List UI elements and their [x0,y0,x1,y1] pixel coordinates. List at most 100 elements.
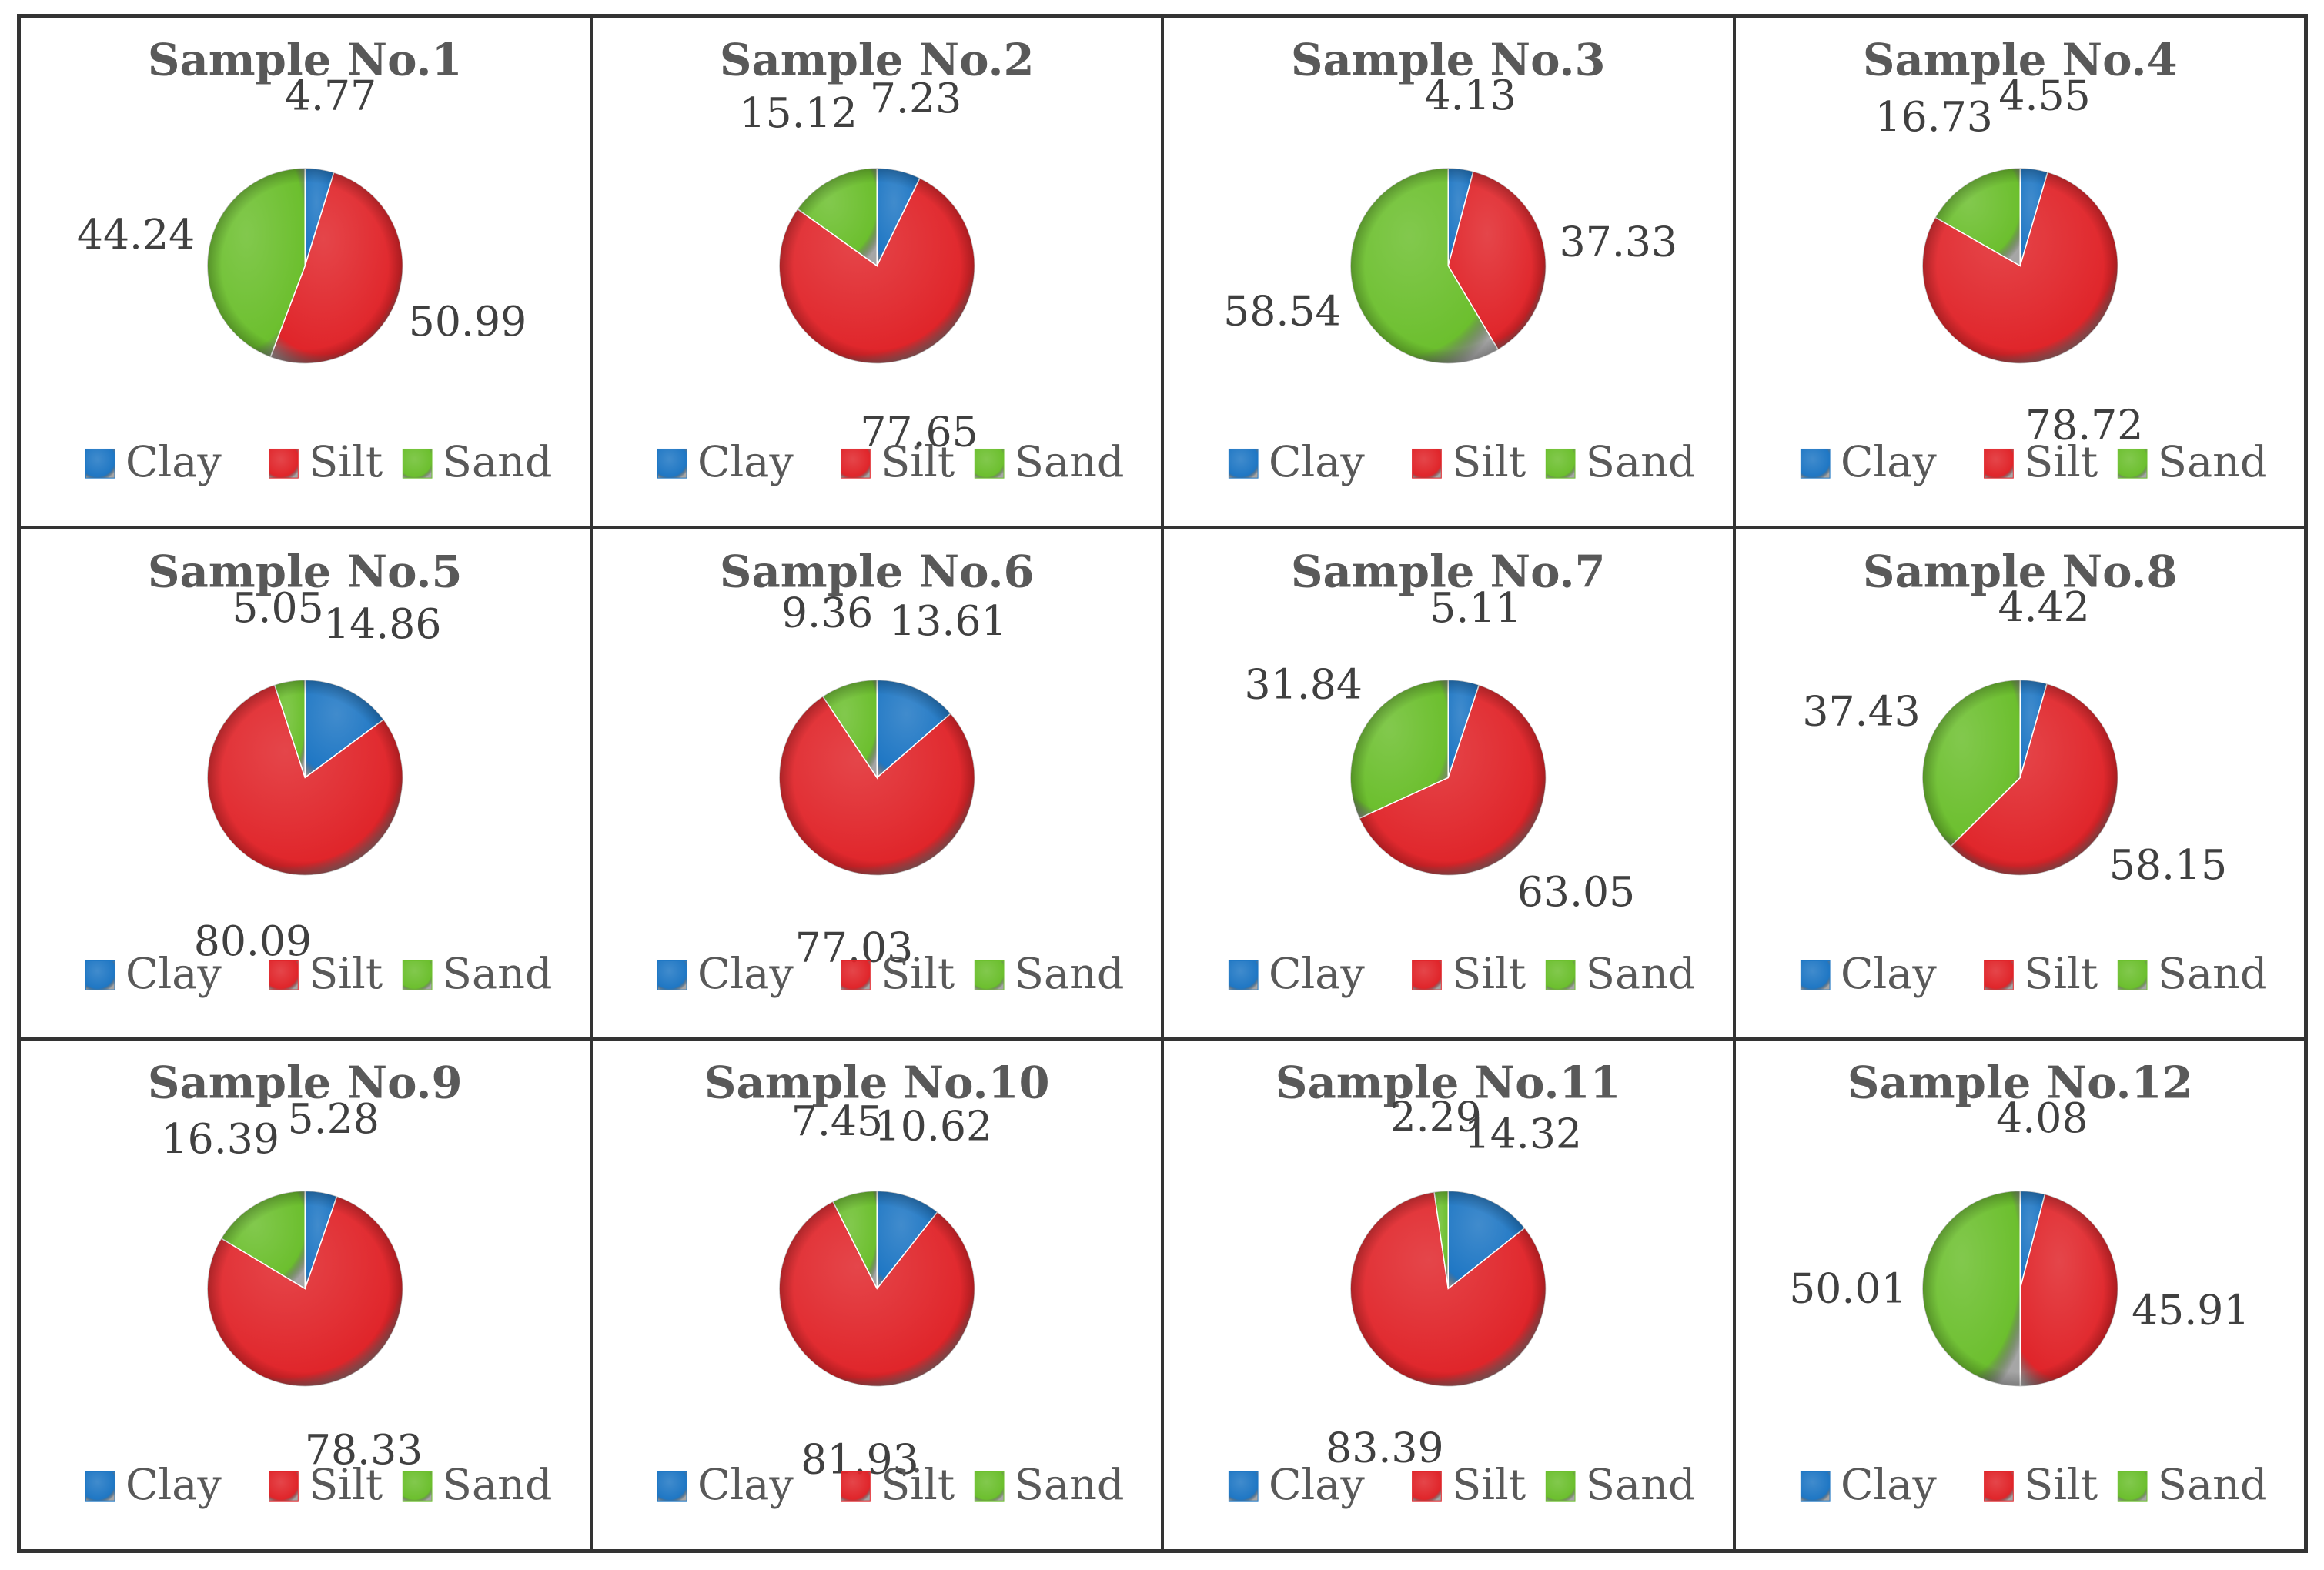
chart-title: Sample No.2 [719,33,1034,85]
legend-swatch-silt [269,1471,299,1502]
pie-panel-sample-12: Sample No.12 4.08 45.91 50.01 Clay Silt Sand [1734,1039,2306,1551]
legend-item-clay: Clay [85,949,222,999]
legend-swatch-clay [85,960,115,990]
legend-swatch-clay [657,1471,687,1502]
legend-label-sand: Sand [1014,437,1124,487]
data-label-sand: 5.05 [232,583,323,632]
legend-item-clay: Clay [1800,949,1937,999]
legend-label-clay: Clay [697,437,793,487]
chart-title: Sample No.9 [148,1057,463,1109]
legend-swatch-silt [840,960,871,990]
pie-shading [207,1191,403,1387]
legend-label-clay: Clay [1269,1461,1365,1511]
legend-label-clay: Clay [125,437,222,487]
legend-item-clay: Clay [657,437,794,487]
legend-label-clay: Clay [697,949,793,999]
pie-shading [778,1191,975,1387]
legend-item-silt: Silt [1412,437,1526,487]
data-label-sand: 2.29 [1390,1093,1482,1141]
legend-item-sand: Sand [974,949,1124,999]
chart-title: Sample No.7 [1291,545,1606,597]
legend-label-sand: Sand [2157,437,2267,487]
legend-item-silt: Silt [1983,437,2098,487]
legend-label-silt: Silt [309,1461,383,1511]
pie-shading [1350,1191,1547,1387]
legend-swatch-clay [85,448,115,479]
legend-item-clay: Clay [85,1461,222,1511]
pie-shading [1921,168,2118,364]
pie-panel-sample-2: Sample No.2 7.23 77.65 15.12 Clay Silt Sand [590,16,1162,528]
pie-panel-sample-1: Sample No.1 4.77 50.99 44.24 Clay Silt Sand [19,16,591,528]
legend-item-clay: Clay [657,949,794,999]
data-label-clay: 4.55 [1998,71,2090,119]
data-label-silt: 50.99 [409,297,527,346]
chart-title: Sample No.4 [1862,33,2177,85]
pie-panel-sample-5: Sample No.5 14.86 80.09 5.05 Clay Silt Sand [19,527,591,1040]
pie-shading [1921,1191,2118,1387]
legend-item-sand: Sand [974,437,1124,487]
data-label-silt: 83.39 [1326,1424,1443,1472]
legend-label-clay: Clay [1840,949,1936,999]
pie-panel-sample-6: Sample No.6 13.61 77.03 9.36 Clay Silt Sand [590,527,1162,1040]
legend-swatch-sand [974,960,1005,990]
legend-label-clay: Clay [1269,949,1365,999]
chart-title: Sample No.12 [1847,1057,2192,1109]
legend-swatch-silt [1412,448,1442,479]
pie-shading [207,168,403,364]
pie-panel-sample-4: Sample No.4 4.55 78.72 16.73 Clay Silt Sand [1734,16,2306,528]
legend-item-clay: Clay [1228,949,1365,999]
data-label-clay: 10.62 [874,1102,991,1151]
legend-item-sand: Sand [1545,437,1695,487]
legend-item-silt: Silt [840,437,955,487]
pie-chart-svg: Sample No.44.55 78.72 16.73 Clay Silt Sand [1800,33,2267,487]
legend-label-sand: Sand [1586,949,1696,999]
pie-chart-svg: Sample No.95.28 78.33 16.39 Clay Silt Sand [85,1057,553,1511]
legend-label-sand: Sand [443,949,553,999]
legend-label-clay: Clay [125,949,222,999]
legend-label-sand: Sand [2157,949,2267,999]
data-label-sand: 16.73 [1874,92,1992,141]
pie-panel-sample-3: Sample No.3 4.13 37.33 58.54 Clay Silt Sand [1162,16,1734,528]
legend-swatch-clay [1800,1471,1831,1502]
data-label-clay: 4.77 [285,72,376,120]
legend-item-clay: Clay [85,437,222,487]
data-label-silt: 80.09 [194,917,312,965]
pie-shading [778,168,975,364]
chart-title: Sample No.8 [1862,545,2177,597]
legend-item-silt: Silt [1983,1461,2098,1511]
legend-item-sand: Sand [402,437,552,487]
data-label-clay: 7.23 [869,74,961,122]
data-label-sand: 15.12 [739,89,857,137]
legend-label-clay: Clay [1269,437,1365,487]
legend-swatch-sand [402,1471,433,1502]
legend-label-silt: Silt [1452,1461,1526,1511]
legend-item-silt: Silt [269,437,383,487]
data-label-clay: 14.32 [1464,1110,1582,1158]
chart-title: Sample No.3 [1291,33,1606,85]
pie-chart-svg: Sample No.34.13 37.33 58.54 Clay Silt Sand [1223,33,1695,487]
legend-label-silt: Silt [1452,437,1526,487]
legend-label-sand: Sand [1586,1461,1696,1511]
legend-label-sand: Sand [443,1461,553,1511]
legend-swatch-silt [1412,1471,1442,1502]
legend-swatch-sand [1545,960,1576,990]
pie-shading [778,680,975,876]
legend-swatch-clay [1228,1471,1259,1502]
data-label-sand: 9.36 [781,588,872,636]
legend-swatch-sand [974,448,1005,479]
data-label-silt: 78.33 [305,1425,423,1474]
legend-item-sand: Sand [2117,437,2267,487]
legend-swatch-sand [1545,1471,1576,1502]
data-label-sand: 50.01 [1789,1264,1907,1313]
legend-item-clay: Clay [1228,437,1365,487]
legend-label-silt: Silt [2024,949,2098,999]
pie-shading [1921,680,2118,876]
legend-label-sand: Sand [1014,1461,1124,1511]
data-label-silt: 45.91 [2132,1286,2249,1334]
pie-chart-svg: Sample No.514.86 80.09 5.05 Clay Silt Sand [85,545,553,999]
data-label-silt: 37.33 [1560,217,1677,266]
legend-swatch-sand [974,1471,1005,1502]
legend-item-silt: Silt [269,1461,383,1511]
legend-item-silt: Silt [1412,1461,1526,1511]
